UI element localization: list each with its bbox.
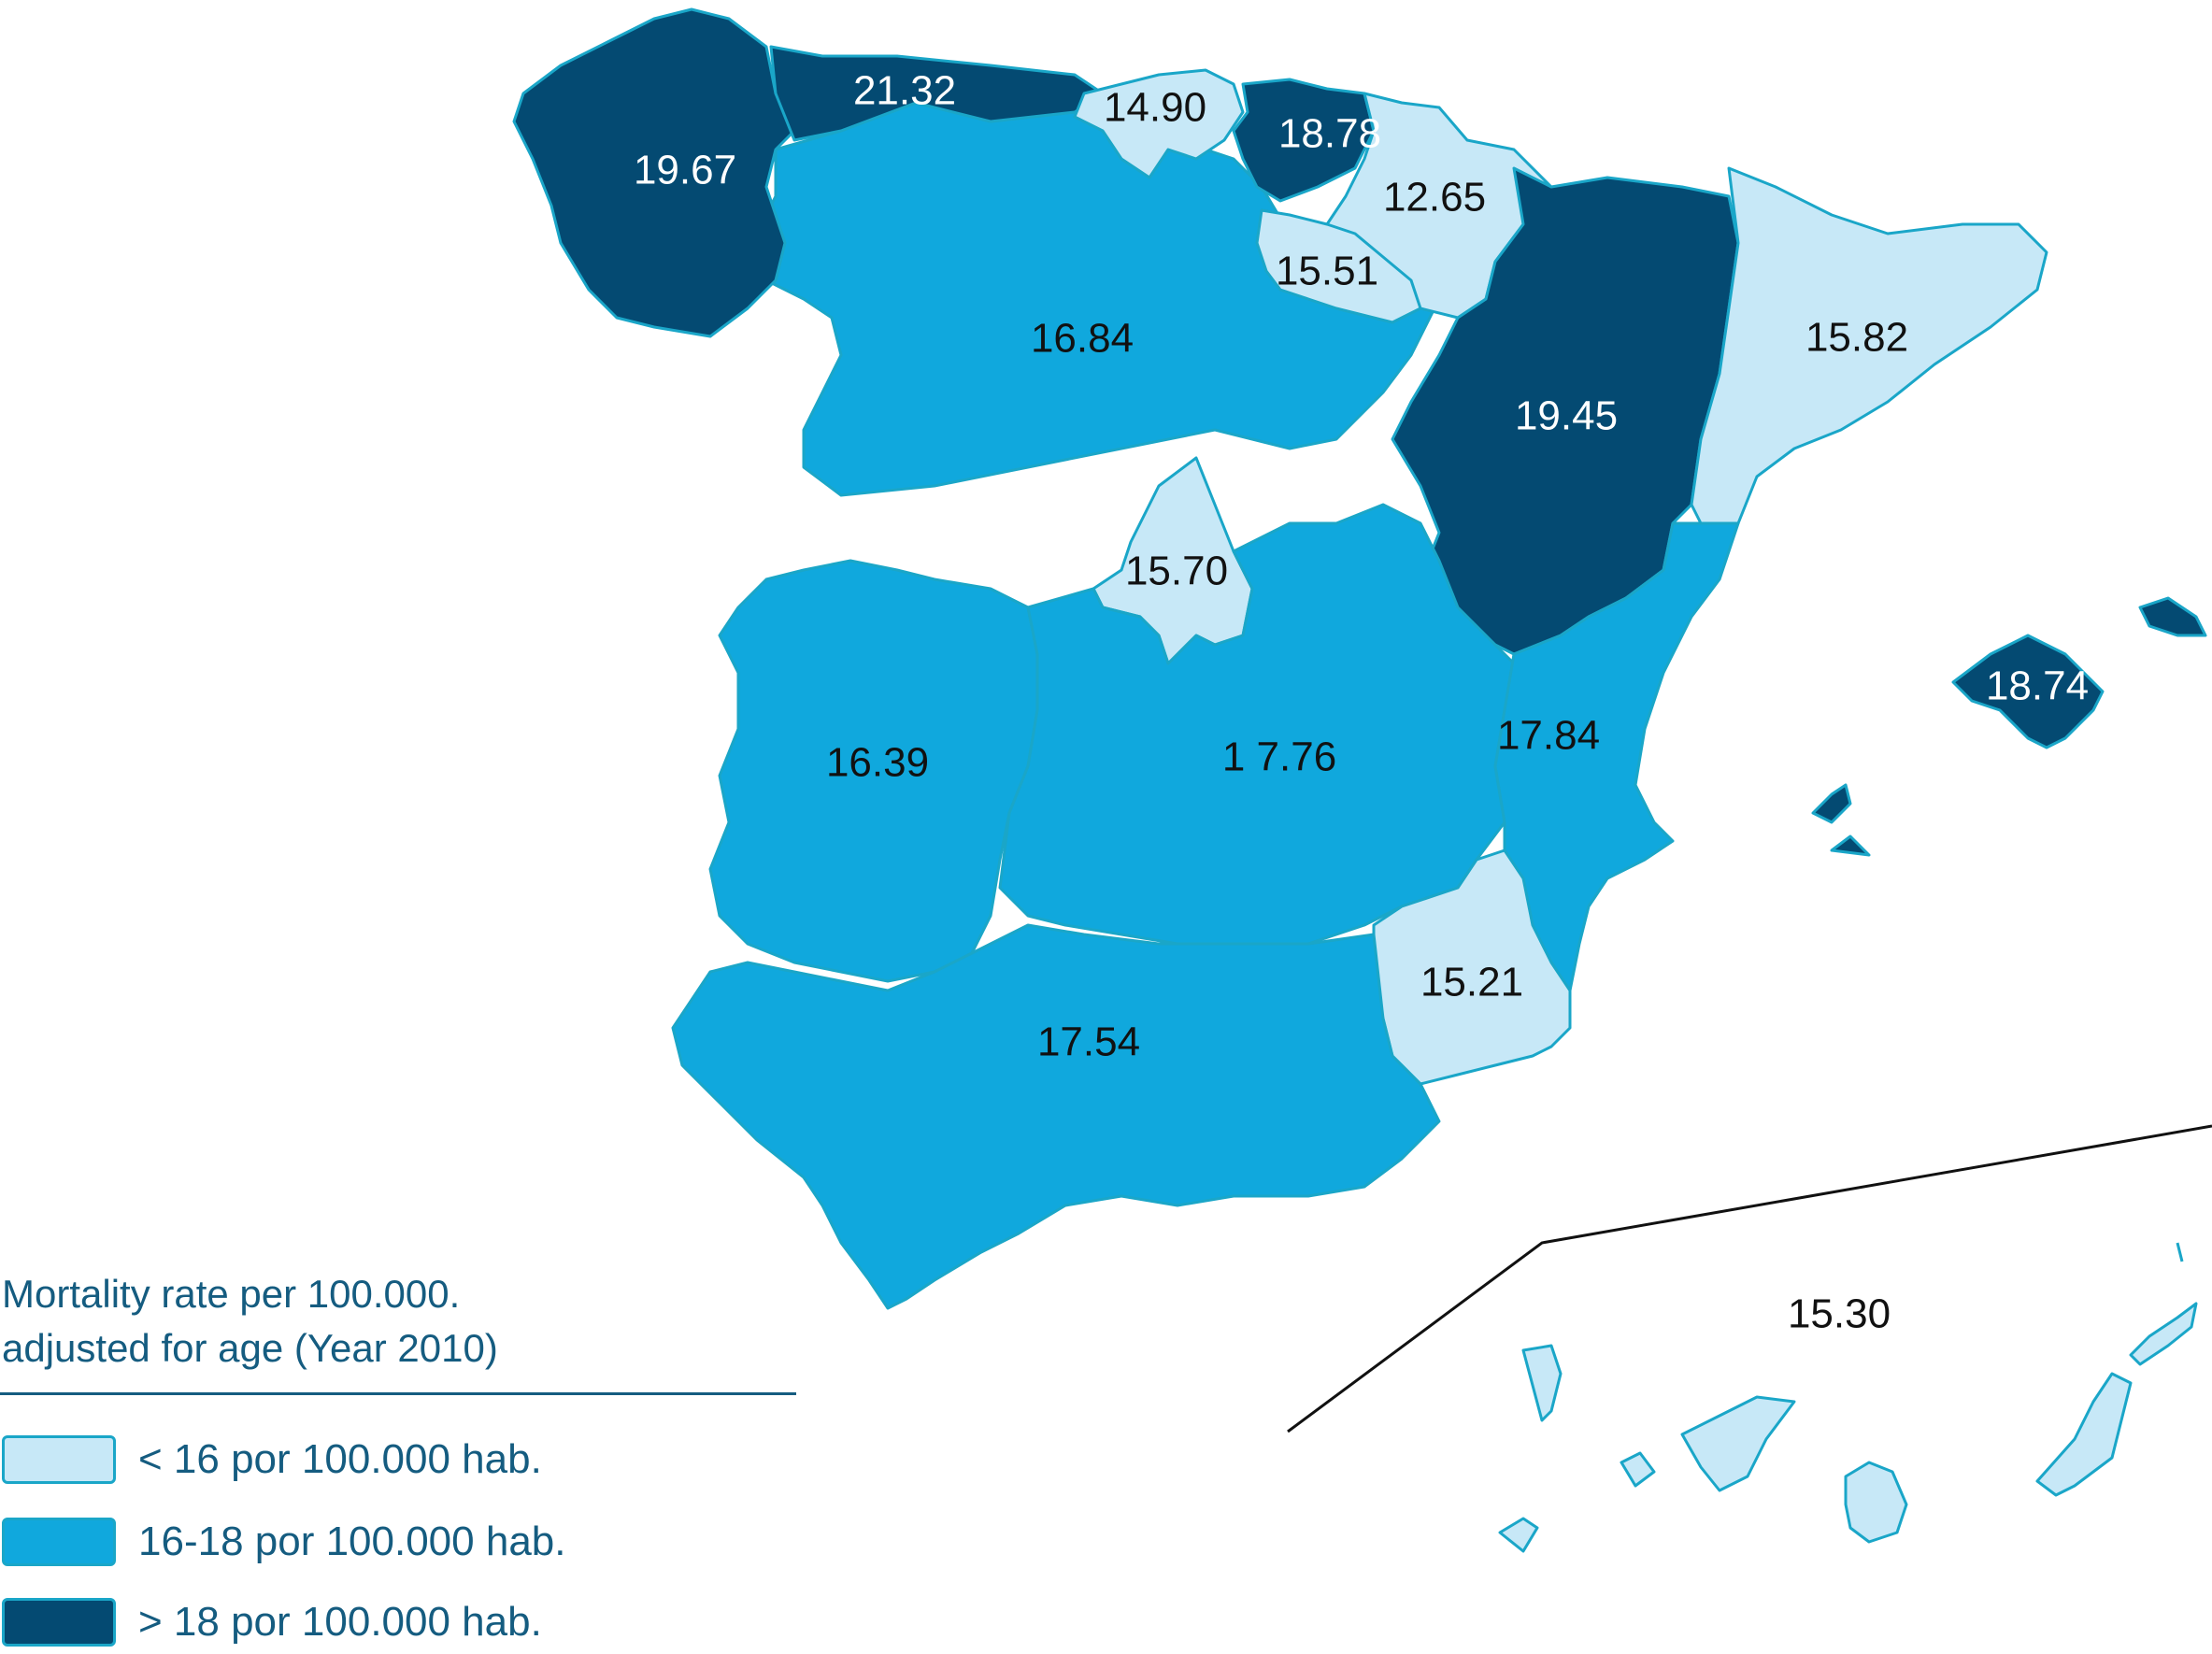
- island-ibiza: [1813, 785, 1850, 822]
- value-label-cataluna: 15.82: [1805, 315, 1908, 361]
- legend-item-low: < 16 por 100.000 hab.: [2, 1435, 542, 1484]
- legend-swatch-low: [2, 1435, 116, 1484]
- region-andalucia[interactable]: [673, 925, 1439, 1308]
- island-la-gomera: [1621, 1453, 1654, 1486]
- legend-divider: [0, 1392, 796, 1395]
- value-label-cantabria: 14.90: [1104, 85, 1206, 131]
- island-formentera: [1832, 836, 1869, 855]
- value-label-castilla-leon: 16.84: [1031, 316, 1134, 362]
- canary-islands: [1500, 1243, 2196, 1551]
- value-label-castilla-la-mancha: 1 7.76: [1222, 734, 1336, 780]
- value-label-aragon: 19.45: [1515, 393, 1618, 439]
- legend-swatch-high: [2, 1598, 116, 1647]
- value-label-andalucia: 17.54: [1037, 1019, 1140, 1065]
- legend-label-low: < 16 por 100.000 hab.: [138, 1436, 542, 1483]
- legend-label-high: > 18 por 100.000 hab.: [138, 1599, 542, 1646]
- legend-title-line1: Mortality rate per 100.000.: [0, 1267, 796, 1321]
- island-graciosa: [2177, 1243, 2182, 1262]
- value-label-la-rioja: 15.51: [1276, 249, 1378, 294]
- legend-swatch-mid: [2, 1518, 116, 1566]
- value-label-madrid: 15.70: [1125, 549, 1228, 594]
- island-menorca: [2140, 598, 2205, 635]
- value-label-canarias: 15.30: [1788, 1291, 1891, 1337]
- value-label-murcia: 15.21: [1420, 960, 1523, 1005]
- value-label-baleares: 18.74: [1986, 663, 2089, 709]
- value-label-galicia: 19.67: [634, 148, 736, 193]
- island-fuerteventura: [2037, 1374, 2131, 1495]
- legend-title-line2: adjusted for age (Year 2010): [0, 1321, 796, 1376]
- island-gran-canaria: [1846, 1462, 1906, 1542]
- legend: Mortality rate per 100.000. adjusted for…: [0, 1267, 796, 1395]
- legend-item-high: > 18 por 100.000 hab.: [2, 1598, 542, 1647]
- value-label-navarra: 12.65: [1383, 175, 1486, 221]
- value-label-pais-vasco: 18.78: [1278, 111, 1381, 157]
- region-castilla-la-mancha[interactable]: [1000, 505, 1514, 944]
- island-lanzarote: [2131, 1304, 2196, 1364]
- island-el-hierro: [1500, 1519, 1537, 1551]
- canary-separator-line: [1288, 1126, 2212, 1432]
- island-la-palma: [1523, 1346, 1561, 1420]
- island-tenerife: [1682, 1397, 1794, 1490]
- value-label-extremadura: 16.39: [826, 740, 929, 786]
- legend-item-mid: 16-18 por 100.000 hab.: [2, 1518, 566, 1566]
- value-label-asturias: 21.32: [853, 68, 956, 114]
- value-label-valencia: 17.84: [1497, 713, 1600, 759]
- legend-label-mid: 16-18 por 100.000 hab.: [138, 1519, 566, 1565]
